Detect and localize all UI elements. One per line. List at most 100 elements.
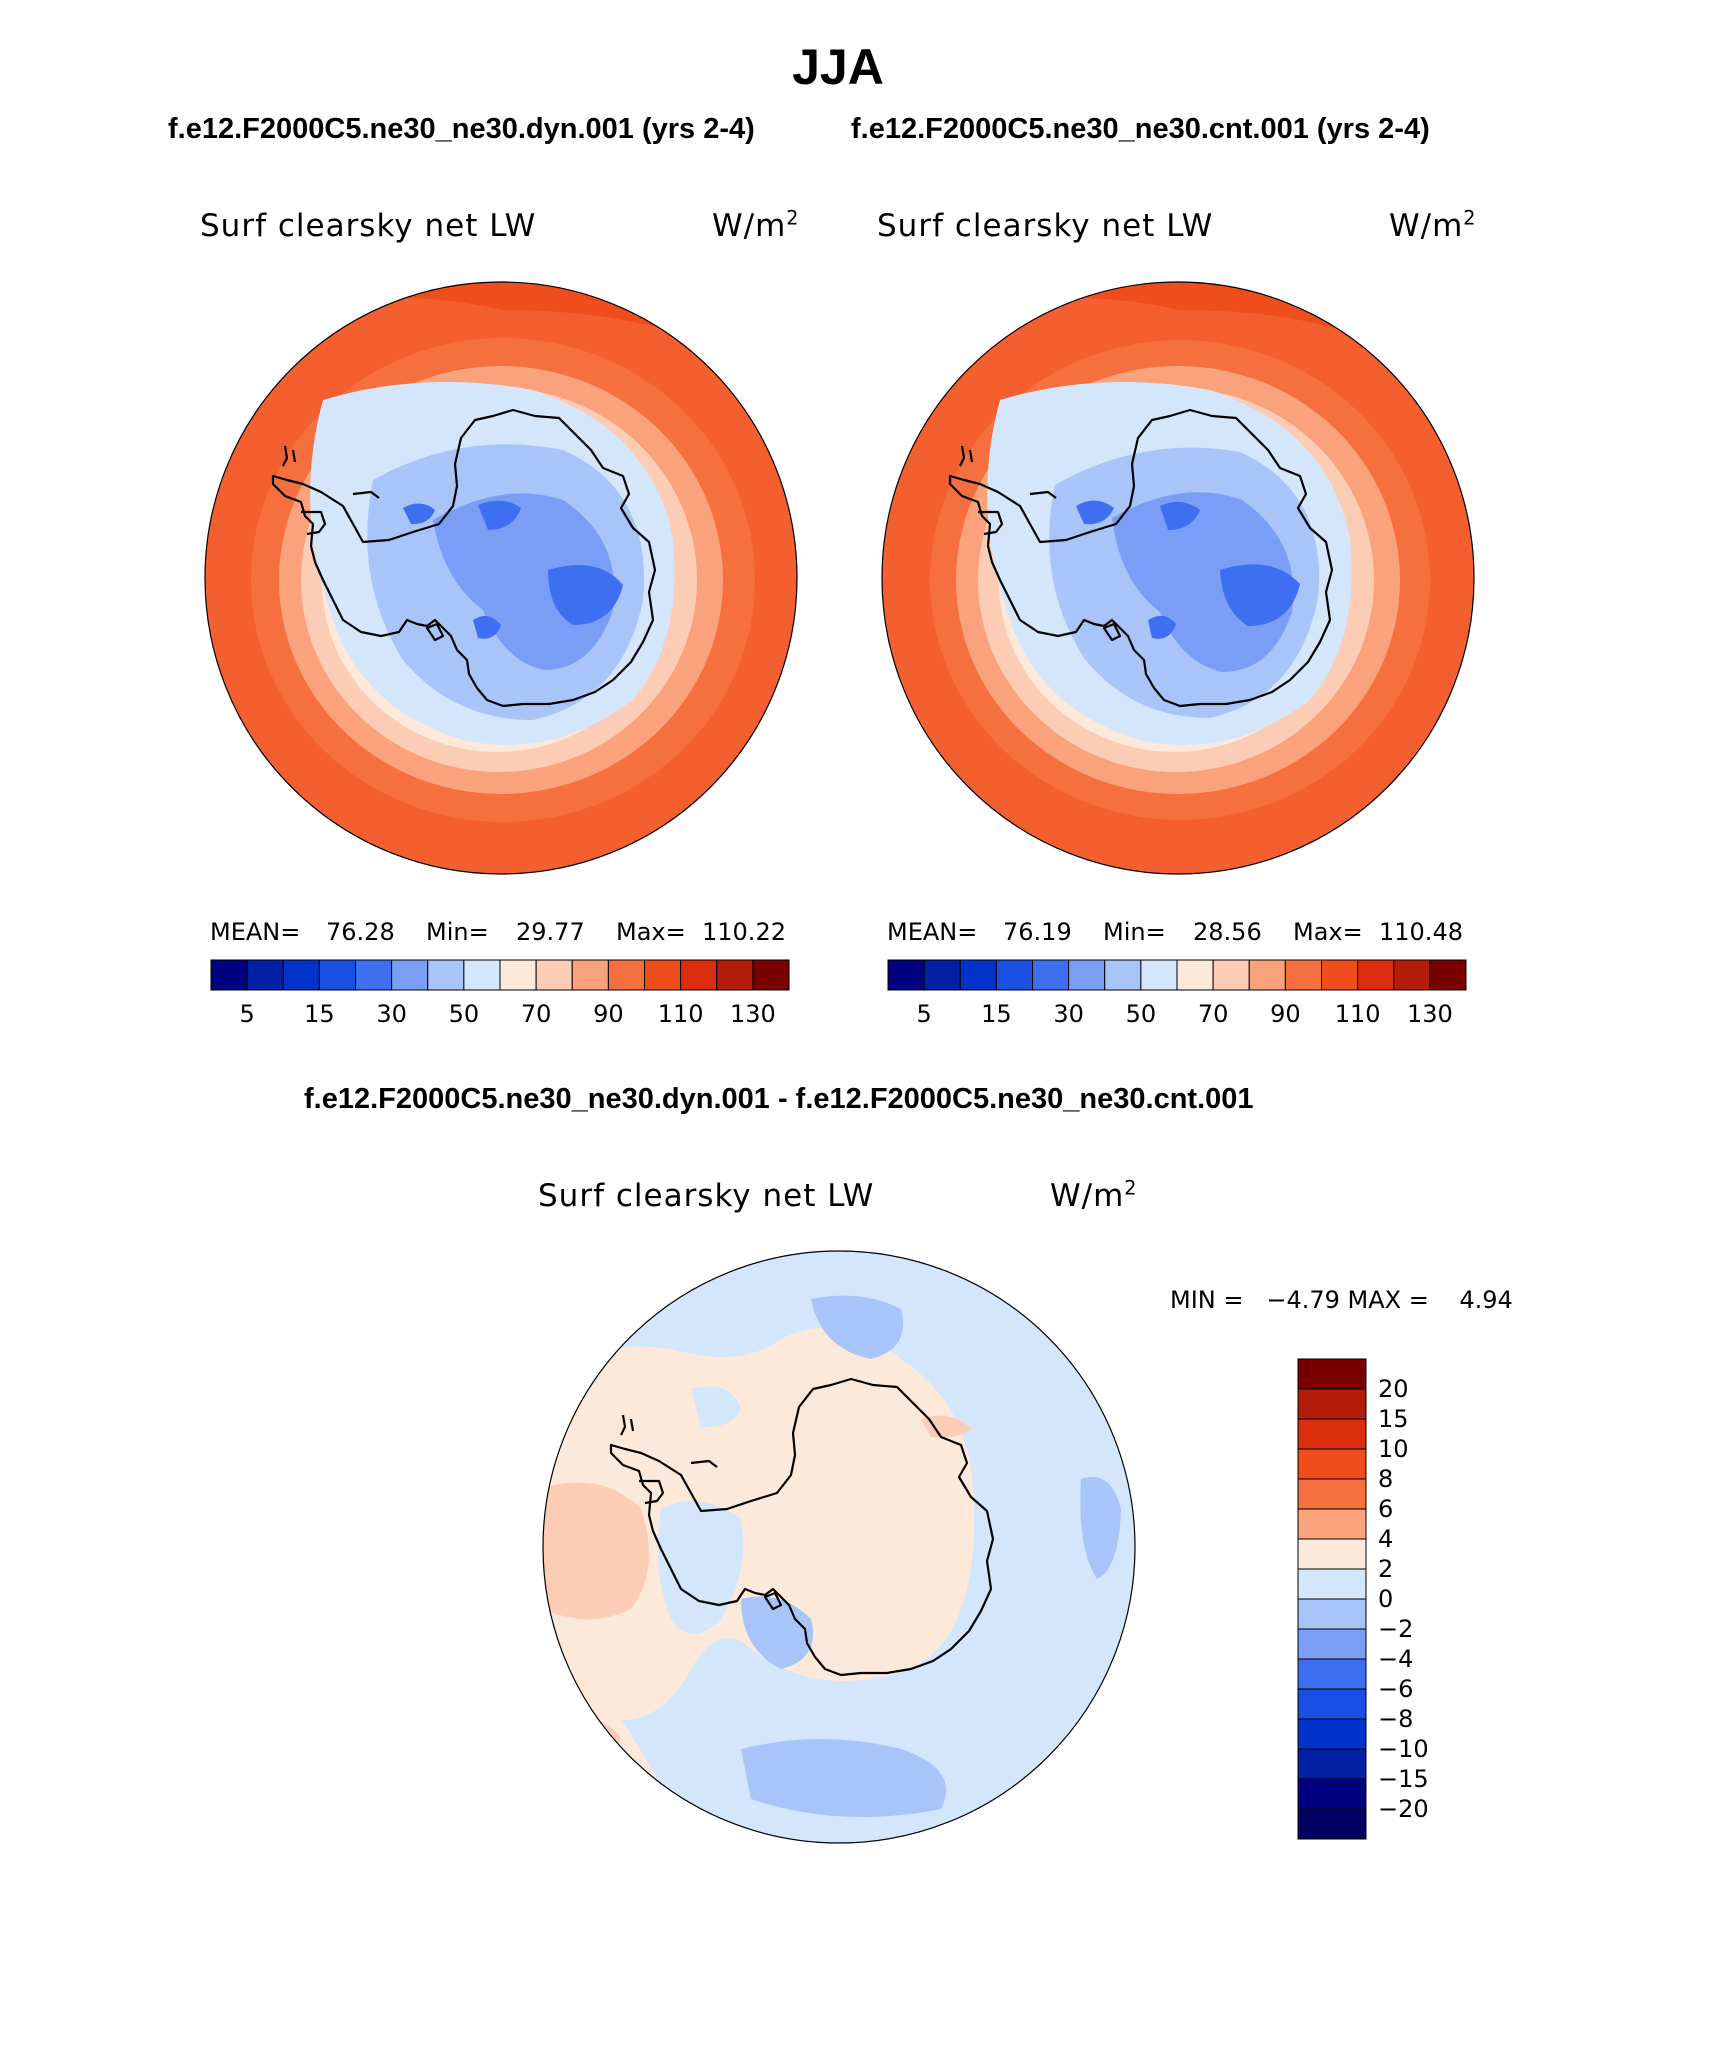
panel-1-units: W/m2 — [712, 208, 800, 244]
diff-variable-label: Surf clearsky net LW — [538, 1178, 875, 1214]
antarctica-coastline — [1029, 490, 1057, 499]
contour-region — [657, 1501, 744, 1634]
colorbar-panel-2-tick-label: 30 — [1053, 1000, 1084, 1028]
colorbar-difference-tick-label: 20 — [1378, 1375, 1409, 1403]
colorbar-panel-1-tick-label: 70 — [520, 1000, 552, 1028]
panel-1-max-value: 110.22 — [702, 918, 786, 946]
antarctica-coastline — [352, 490, 380, 499]
contour-region — [478, 500, 521, 530]
colorbar-difference-swatch — [1297, 1598, 1367, 1630]
colorbar-difference-swatch — [1297, 1778, 1367, 1810]
colorbar-panel-1-tick-label: 5 — [239, 1000, 255, 1028]
panel-2-mean-value: 76.19 — [1003, 918, 1072, 946]
contour-region — [1148, 615, 1176, 639]
panel-2-mean-label: MEAN= — [887, 918, 978, 946]
colorbar-panel-2-tick-label: 70 — [1197, 1000, 1229, 1028]
diff-units-exponent: 2 — [1124, 1176, 1138, 1200]
colorbar-panel-2-tick-label: 130 — [1406, 1000, 1453, 1028]
colorbar-panel-2-swatch — [1104, 959, 1142, 991]
colorbar-panel-1-tick-label: 15 — [304, 1000, 335, 1028]
antarctica-coastline — [425, 622, 445, 642]
colorbar-panel-1-swatch — [535, 959, 573, 991]
colorbar-panel-1-swatch — [499, 959, 537, 991]
colorbar-panel-2-tick-label: 15 — [981, 1000, 1012, 1028]
panel-2-min-label: Min= — [1103, 918, 1166, 946]
colorbar-difference-swatch — [1297, 1448, 1367, 1480]
colorbar-panel-1 — [210, 959, 790, 991]
antarctica-coastline — [609, 1377, 995, 1677]
colorbar-panel-1-swatch — [318, 959, 356, 991]
contour-region — [921, 1415, 971, 1438]
colorbar-difference-swatch — [1297, 1388, 1367, 1420]
colorbar-difference-tick-label: −15 — [1378, 1765, 1429, 1793]
colorbar-difference-tick-label: 4 — [1378, 1525, 1394, 1553]
colorbar-panel-1-tick-label: 90 — [593, 1000, 624, 1028]
panel-2-max-value: 110.48 — [1379, 918, 1463, 946]
colorbar-panel-1-swatch — [644, 959, 682, 991]
contour-region — [543, 1482, 649, 1619]
colorbar-difference-swatch — [1297, 1628, 1367, 1660]
colorbar-panel-2-tick-label: 5 — [916, 1000, 932, 1028]
contour-region — [811, 1295, 903, 1359]
panel-1-units-base: W/m — [712, 208, 787, 244]
colorbar-difference-tick-label: −2 — [1378, 1615, 1414, 1643]
colorbar-difference-tick-label: 2 — [1378, 1555, 1394, 1583]
colorbar-difference-swatch — [1297, 1748, 1367, 1780]
contour-region — [543, 1327, 975, 1721]
antarctica-coastline — [1102, 622, 1122, 642]
antarctica-coastline — [948, 408, 1334, 708]
colorbar-difference-tick-label: 15 — [1378, 1405, 1409, 1433]
contour-region — [473, 616, 501, 639]
contour-region — [1076, 500, 1114, 525]
colorbar-difference-tick-label: −6 — [1378, 1675, 1414, 1703]
main-title: JJA — [792, 39, 884, 95]
colorbar-difference-swatch — [1297, 1688, 1367, 1720]
colorbar-difference-swatch — [1297, 1718, 1367, 1750]
colorbar-difference-swatch — [1297, 1808, 1367, 1840]
colorbar-difference-swatch — [1297, 1658, 1367, 1690]
panel-1-variable-label: Surf clearsky net LW — [200, 208, 537, 244]
colorbar-panel-2-swatch — [1176, 959, 1214, 991]
colorbar-panel-1-swatch — [355, 959, 393, 991]
map-panel-cnt — [881, 281, 1475, 875]
antarctica-coastline — [690, 1459, 718, 1468]
colorbar-difference-tick-label: 6 — [1378, 1495, 1394, 1523]
diff-units: W/m2 — [1050, 1178, 1138, 1214]
colorbar-panel-2-swatch — [1321, 959, 1359, 991]
contour-region — [1220, 564, 1300, 626]
colorbar-difference-swatch — [1297, 1418, 1367, 1450]
diff-min-max-stats: MIN = −4.79 MAX = 4.94 — [1170, 1286, 1513, 1314]
panel-1-units-exponent: 2 — [786, 206, 800, 230]
antarctica-coastline — [271, 408, 657, 708]
panel-2-max-label: Max= — [1293, 918, 1363, 946]
colorbar-difference-tick-label: −8 — [1378, 1705, 1414, 1733]
panel-2-variable-label: Surf clearsky net LW — [877, 208, 1214, 244]
colorbar-panel-2-swatch — [1248, 959, 1286, 991]
colorbar-panel-2-swatch — [1212, 959, 1250, 991]
panel-1-mean-value: 76.28 — [326, 918, 395, 946]
panel-2-units: W/m2 — [1389, 208, 1477, 244]
colorbar-panel-2-swatch — [1032, 959, 1070, 991]
colorbar-difference-swatch — [1297, 1478, 1367, 1510]
contour-region — [403, 503, 435, 525]
contour-region — [691, 1386, 741, 1428]
colorbar-panel-2-swatch — [1140, 959, 1178, 991]
colorbar-panel-2 — [887, 959, 1467, 991]
colorbar-panel-2-tick-label: 50 — [1125, 1000, 1157, 1028]
panel-1-min-label: Min= — [426, 918, 489, 946]
colorbar-panel-1-swatch — [391, 959, 429, 991]
subtitle-dyn-case: f.e12.F2000C5.ne30_ne30.dyn.001 (yrs 2-4… — [168, 113, 755, 145]
colorbar-panel-1-tick-label: 130 — [729, 1000, 776, 1028]
colorbar-difference-tick-label: 10 — [1378, 1435, 1409, 1463]
subtitle-cnt-case: f.e12.F2000C5.ne30_ne30.cnt.001 (yrs 2-4… — [851, 113, 1430, 145]
colorbar-difference-tick-label: −4 — [1378, 1645, 1414, 1673]
colorbar-panel-2-swatch — [1429, 959, 1467, 991]
panel-1-mean-label: MEAN= — [210, 918, 301, 946]
colorbar-panel-1-swatch — [210, 959, 248, 991]
colorbar-difference-tick-label: 0 — [1378, 1585, 1394, 1613]
colorbar-panel-2-swatch — [923, 959, 961, 991]
colorbar-panel-1-swatch — [571, 959, 609, 991]
diff-units-base: W/m — [1050, 1178, 1125, 1214]
colorbar-panel-2-swatch — [887, 959, 925, 991]
map-panel-difference — [542, 1250, 1136, 1844]
